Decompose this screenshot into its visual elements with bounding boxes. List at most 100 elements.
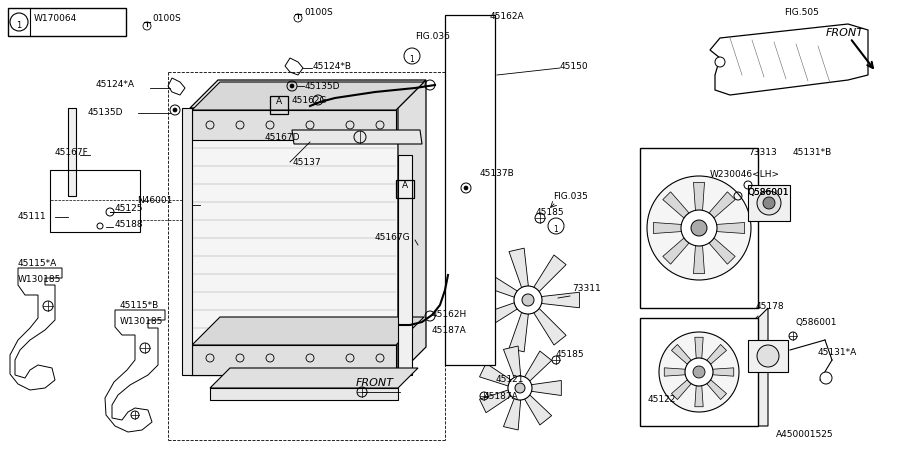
Circle shape	[515, 383, 525, 393]
Polygon shape	[671, 344, 691, 364]
Polygon shape	[695, 337, 703, 358]
Polygon shape	[478, 303, 518, 329]
Polygon shape	[285, 58, 303, 75]
Text: 45137: 45137	[293, 158, 321, 167]
Polygon shape	[480, 390, 511, 413]
Text: 45124*B: 45124*B	[313, 62, 352, 71]
Polygon shape	[192, 82, 424, 110]
Polygon shape	[478, 271, 518, 297]
Text: N46001: N46001	[137, 196, 173, 205]
Text: 45135D: 45135D	[88, 108, 123, 117]
Bar	[396, 180, 414, 198]
Text: 45188: 45188	[115, 220, 144, 229]
Text: Q586001: Q586001	[795, 318, 836, 327]
Bar	[8, 8, 126, 36]
Text: 73311: 73311	[572, 284, 601, 293]
Polygon shape	[713, 368, 734, 376]
Polygon shape	[210, 368, 418, 388]
Text: W230046<LH>: W230046<LH>	[710, 170, 780, 179]
Polygon shape	[716, 222, 744, 234]
Polygon shape	[542, 292, 580, 308]
Text: 45167D: 45167D	[265, 133, 301, 142]
Polygon shape	[525, 395, 552, 425]
Bar	[445, 15, 495, 365]
Polygon shape	[182, 108, 192, 375]
Polygon shape	[653, 222, 681, 234]
Text: 45185: 45185	[556, 350, 585, 359]
Circle shape	[173, 108, 177, 112]
Text: 45162A: 45162A	[490, 12, 525, 21]
Circle shape	[514, 286, 542, 314]
Text: 1: 1	[410, 54, 414, 63]
Text: 45131*B: 45131*B	[793, 148, 832, 157]
Text: FIG.035: FIG.035	[553, 192, 588, 201]
Polygon shape	[534, 255, 566, 292]
Bar	[640, 148, 758, 308]
Polygon shape	[695, 386, 703, 407]
Circle shape	[820, 372, 832, 384]
Bar	[270, 96, 288, 114]
Polygon shape	[503, 399, 521, 430]
Circle shape	[522, 294, 534, 306]
Circle shape	[508, 376, 532, 400]
Polygon shape	[671, 380, 691, 400]
Text: 45124*A: 45124*A	[96, 80, 135, 89]
Circle shape	[659, 332, 739, 412]
Polygon shape	[758, 308, 768, 426]
Text: 45131*A: 45131*A	[818, 348, 857, 357]
Circle shape	[464, 186, 468, 190]
Text: 45137B: 45137B	[480, 169, 515, 178]
Text: A450001525: A450001525	[776, 430, 833, 439]
Polygon shape	[509, 312, 528, 352]
Text: 45178: 45178	[756, 302, 785, 311]
Polygon shape	[503, 346, 521, 378]
Polygon shape	[398, 155, 412, 375]
Polygon shape	[10, 268, 62, 390]
Text: FRONT: FRONT	[356, 378, 394, 388]
Text: 45187A: 45187A	[432, 326, 467, 335]
Text: 45187A: 45187A	[484, 392, 518, 401]
Text: 45111: 45111	[18, 212, 47, 221]
Polygon shape	[694, 182, 705, 210]
Polygon shape	[532, 381, 562, 396]
Polygon shape	[192, 110, 396, 140]
Circle shape	[757, 345, 779, 367]
Text: 73313: 73313	[748, 148, 777, 157]
Text: Q586001: Q586001	[748, 188, 789, 197]
Circle shape	[763, 197, 775, 209]
Circle shape	[647, 176, 751, 280]
Text: 45125: 45125	[115, 204, 143, 213]
Circle shape	[691, 220, 707, 236]
Circle shape	[757, 191, 781, 215]
Polygon shape	[192, 345, 396, 375]
Polygon shape	[694, 246, 705, 274]
Bar	[50, 170, 140, 232]
Text: FIG.505: FIG.505	[784, 8, 819, 17]
Text: 45185: 45185	[536, 208, 564, 217]
Polygon shape	[190, 80, 426, 108]
Polygon shape	[710, 24, 868, 95]
Text: 45115*A: 45115*A	[18, 259, 58, 268]
Text: FIG.036: FIG.036	[415, 32, 450, 41]
Text: 45121: 45121	[496, 375, 525, 384]
Polygon shape	[664, 368, 685, 376]
Bar	[748, 185, 790, 221]
Circle shape	[290, 84, 294, 88]
Polygon shape	[190, 108, 398, 375]
Polygon shape	[292, 130, 422, 144]
Polygon shape	[706, 344, 726, 364]
Circle shape	[715, 57, 725, 67]
Polygon shape	[662, 192, 689, 218]
Polygon shape	[168, 78, 185, 95]
Text: A: A	[276, 97, 282, 106]
Polygon shape	[210, 388, 398, 400]
Polygon shape	[706, 380, 726, 400]
Polygon shape	[192, 317, 424, 345]
Text: 0100S: 0100S	[152, 14, 181, 23]
Polygon shape	[709, 238, 735, 264]
Text: 45167F: 45167F	[55, 148, 89, 157]
Text: W130185: W130185	[120, 317, 164, 326]
Circle shape	[685, 358, 713, 386]
Text: 0100S: 0100S	[304, 8, 333, 17]
Bar	[640, 318, 758, 426]
